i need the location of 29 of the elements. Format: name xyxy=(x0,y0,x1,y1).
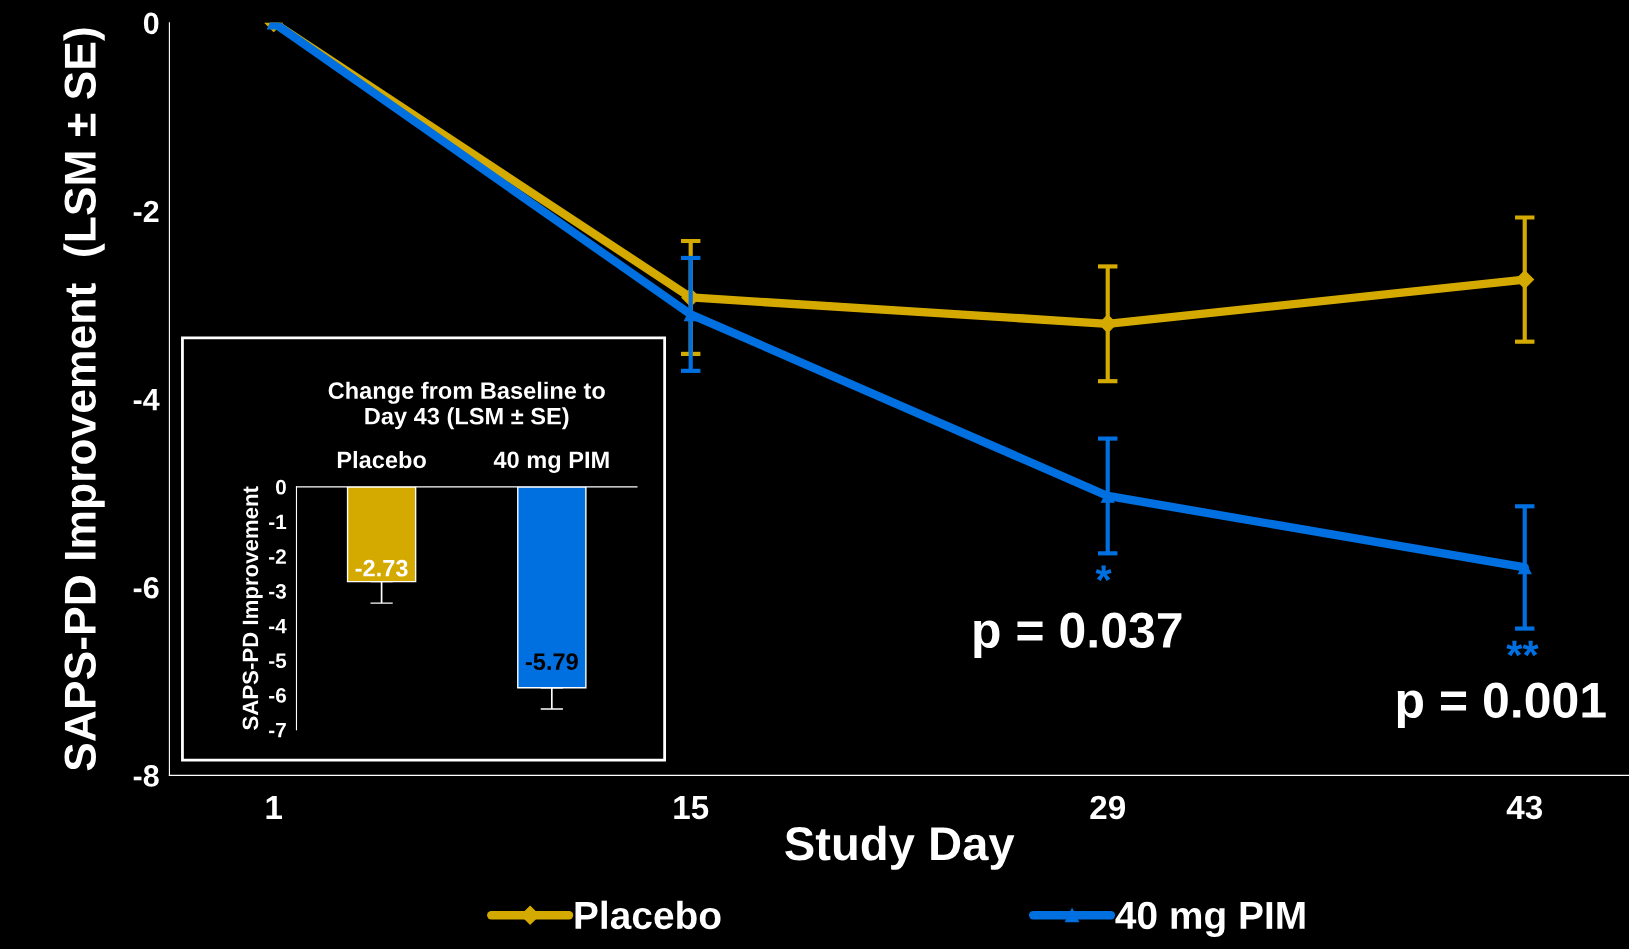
y-tick-label: -3 xyxy=(269,583,286,599)
annotation: p = 0.037 xyxy=(974,612,1182,658)
x-tick-label: 43 xyxy=(1506,795,1543,820)
y-tick-label: -5 xyxy=(269,653,287,669)
y-tick-label: -7 xyxy=(269,723,286,738)
y-tick-label: 0 xyxy=(275,479,286,495)
y-tick-label: -6 xyxy=(133,576,159,599)
y-tick-label: -2 xyxy=(133,200,159,222)
y-tick-label: -8 xyxy=(133,765,159,787)
y-axis-title: SAPS-PD Improvement (LSM ± SE) xyxy=(63,28,105,771)
y-tick-label: -1 xyxy=(269,514,287,530)
y-tick-label: -6 xyxy=(269,688,286,703)
x-tick-label: 15 xyxy=(674,796,709,820)
annotation: ** xyxy=(1506,640,1539,657)
annotation: p = 0.001 xyxy=(1397,682,1606,728)
legend-label: 40 mg PIM xyxy=(1115,901,1305,938)
y-tick-label: -4 xyxy=(269,618,287,634)
chart-title: Change from Baseline to Day 43 (LSM ± SE) xyxy=(328,381,605,430)
x-axis-title: Study Day xyxy=(785,825,1015,870)
legend-label: Placebo xyxy=(575,900,721,930)
y-axis-title: SAPS-PD Improvement xyxy=(242,486,263,730)
annotation: * xyxy=(1095,565,1112,582)
data-label: -5.79 xyxy=(525,653,578,671)
data-label: -2.73 xyxy=(355,559,408,577)
y-tick-label: -4 xyxy=(133,389,160,411)
x-tick-label: 1 xyxy=(266,796,283,819)
x-tick-label: 29 xyxy=(1090,795,1126,820)
y-tick-label: 0 xyxy=(143,12,159,35)
y-tick-label: -2 xyxy=(269,549,286,564)
